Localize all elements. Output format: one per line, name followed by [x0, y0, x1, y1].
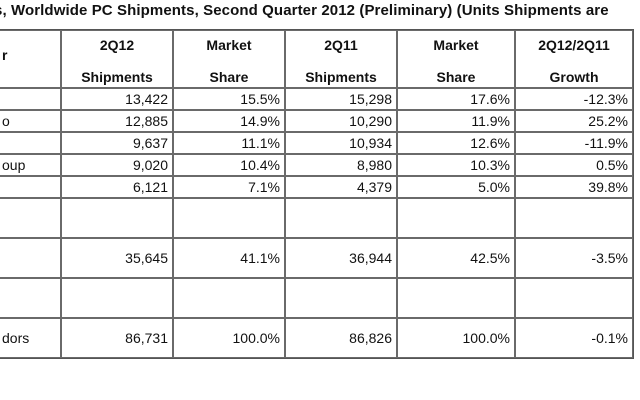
- q12-share-cell: 100.0%: [173, 318, 285, 358]
- vendor-cell: oup: [0, 154, 61, 176]
- q11-shipments-cell: 4,379: [285, 176, 397, 198]
- q11-share-cell: [397, 198, 515, 238]
- q11-share-cell: [397, 278, 515, 318]
- header-share: Share: [436, 69, 476, 85]
- shipments-table: r 2Q12 Shipments Market Share 2Q11 Shipment…: [0, 29, 634, 359]
- vendor-cell: [0, 132, 61, 154]
- growth-cell: -0.1%: [515, 318, 633, 358]
- header-2q12: 2Q12: [99, 37, 135, 53]
- header-market: Market: [433, 37, 479, 53]
- q11-share-cell: 42.5%: [397, 238, 515, 278]
- table-row: 13,422 15.5% 15,298 17.6% -12.3%: [0, 88, 633, 110]
- table-row: 6,121 7.1% 4,379 5.0% 39.8%: [0, 176, 633, 198]
- vendor-cell: dors: [0, 318, 61, 358]
- table-row-empty: [0, 198, 633, 238]
- header-market: Market: [206, 37, 252, 53]
- header-2q11-share: Market Share: [397, 30, 515, 88]
- header-2q11: 2Q11: [324, 37, 358, 53]
- header-2q12-share: Market Share: [173, 30, 285, 88]
- vendor-cell: o: [0, 110, 61, 132]
- q12-shipments-cell: [61, 198, 173, 238]
- q12-shipments-cell: 9,020: [61, 154, 173, 176]
- header-growth: 2Q12/2Q11 Growth: [515, 30, 633, 88]
- vendor-cell: [0, 198, 61, 238]
- q11-share-cell: 12.6%: [397, 132, 515, 154]
- header-growth-label: Growth: [549, 69, 599, 85]
- q12-share-cell: 11.1%: [173, 132, 285, 154]
- q11-shipments-cell: [285, 278, 397, 318]
- table-row: o 12,885 14.9% 10,290 11.9% 25.2%: [0, 110, 633, 132]
- table-row: 9,637 11.1% 10,934 12.6% -11.9%: [0, 132, 633, 154]
- growth-cell: [515, 278, 633, 318]
- vendor-cell: [0, 278, 61, 318]
- q11-share-cell: 5.0%: [397, 176, 515, 198]
- q12-shipments-cell: 13,422: [61, 88, 173, 110]
- vendor-cell: [0, 88, 61, 110]
- q11-shipments-cell: 86,826: [285, 318, 397, 358]
- vendor-cell: [0, 176, 61, 198]
- q12-share-cell: 7.1%: [173, 176, 285, 198]
- q12-shipments-cell: [61, 278, 173, 318]
- growth-cell: 0.5%: [515, 154, 633, 176]
- q11-share-cell: 17.6%: [397, 88, 515, 110]
- table-row-others: 35,645 41.1% 36,944 42.5% -3.5%: [0, 238, 633, 278]
- header-shipments: Shipments: [305, 69, 377, 85]
- table-title: s, Worldwide PC Shipments, Second Quarte…: [0, 2, 609, 19]
- q12-shipments-cell: 86,731: [61, 318, 173, 358]
- q12-shipments-cell: 35,645: [61, 238, 173, 278]
- q11-shipments-cell: [285, 198, 397, 238]
- q12-share-cell: 10.4%: [173, 154, 285, 176]
- header-vendor-bottom: r: [2, 47, 8, 63]
- header-share: Share: [209, 69, 249, 85]
- table-row-total: dors 86,731 100.0% 86,826 100.0% -0.1%: [0, 318, 633, 358]
- growth-cell: -12.3%: [515, 88, 633, 110]
- growth-cell: 39.8%: [515, 176, 633, 198]
- growth-cell: 25.2%: [515, 110, 633, 132]
- vendor-cell: [0, 238, 61, 278]
- q11-shipments-cell: 10,290: [285, 110, 397, 132]
- q11-share-cell: 11.9%: [397, 110, 515, 132]
- q12-shipments-cell: 9,637: [61, 132, 173, 154]
- header-row: r 2Q12 Shipments Market Share 2Q11 Shipment…: [0, 30, 633, 88]
- table-row-empty: [0, 278, 633, 318]
- q12-shipments-cell: 12,885: [61, 110, 173, 132]
- growth-cell: [515, 198, 633, 238]
- q12-share-cell: 41.1%: [173, 238, 285, 278]
- q12-share-cell: 15.5%: [173, 88, 285, 110]
- table-row: oup 9,020 10.4% 8,980 10.3% 0.5%: [0, 154, 633, 176]
- q12-share-cell: 14.9%: [173, 110, 285, 132]
- q11-shipments-cell: 15,298: [285, 88, 397, 110]
- q11-share-cell: 10.3%: [397, 154, 515, 176]
- q11-shipments-cell: 8,980: [285, 154, 397, 176]
- q12-shipments-cell: 6,121: [61, 176, 173, 198]
- header-shipments: Shipments: [81, 69, 153, 85]
- q11-share-cell: 100.0%: [397, 318, 515, 358]
- header-period: 2Q12/2Q11: [538, 37, 610, 53]
- header-2q12-shipments: 2Q12 Shipments: [61, 30, 173, 88]
- q11-shipments-cell: 36,944: [285, 238, 397, 278]
- header-2q11-shipments: 2Q11 Shipments: [285, 30, 397, 88]
- q12-share-cell: [173, 198, 285, 238]
- q12-share-cell: [173, 278, 285, 318]
- growth-cell: -11.9%: [515, 132, 633, 154]
- q11-shipments-cell: 10,934: [285, 132, 397, 154]
- growth-cell: -3.5%: [515, 238, 633, 278]
- header-vendor: r: [0, 30, 61, 88]
